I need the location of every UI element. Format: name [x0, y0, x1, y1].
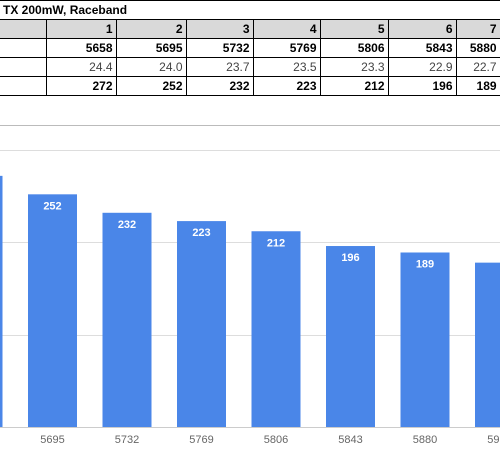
- bar[interactable]: [177, 221, 226, 427]
- frequency-cell[interactable]: 5658: [45, 38, 117, 58]
- frequency-cell[interactable]: 5806: [319, 38, 389, 58]
- mw-cell[interactable]: 223: [252, 76, 321, 96]
- data-sheet: TX 200mW, Raceband 1 2 3 4 5 6 7 5658 56…: [0, 0, 500, 96]
- frequency-cell[interactable]: 5769: [252, 38, 321, 58]
- x-tick-label: 5917: [487, 434, 500, 446]
- row-label-cell[interactable]: [0, 38, 47, 58]
- mw-cell[interactable]: 252: [115, 76, 187, 96]
- mw-cell[interactable]: 189: [455, 76, 500, 96]
- x-axis-tick-labels: 56585695573257695806584358805917: [40, 434, 500, 446]
- bar[interactable]: [326, 246, 375, 427]
- x-tick-label: 5806: [264, 434, 288, 446]
- mw-cell[interactable]: 196: [387, 76, 457, 96]
- sheet-title-row: TX 200mW, Raceband: [0, 0, 500, 20]
- dbm-cell[interactable]: 23.5: [252, 57, 321, 77]
- mw-cell[interactable]: 272: [45, 76, 117, 96]
- mw-cell[interactable]: 212: [319, 76, 389, 96]
- channel-cell[interactable]: 2: [115, 19, 187, 39]
- data-label: 212: [267, 237, 285, 249]
- dbm-cell[interactable]: 24.4: [45, 57, 117, 77]
- x-tick-label: 5732: [115, 434, 139, 446]
- dbm-cell[interactable]: 22.7: [455, 57, 500, 77]
- data-label: 196: [341, 252, 359, 264]
- channel-cell[interactable]: 7: [455, 19, 500, 39]
- channel-cell[interactable]: 3: [185, 19, 254, 39]
- bar[interactable]: [475, 262, 500, 427]
- sheet-title[interactable]: TX 200mW, Raceband: [0, 0, 500, 20]
- frequency-cell[interactable]: 5880: [455, 38, 500, 58]
- dbm-row: 24.4 24.0 23.7 23.5 23.3 22.9 22.7: [0, 57, 500, 77]
- data-label: 252: [43, 200, 61, 212]
- bar[interactable]: [251, 231, 301, 427]
- row-label-cell[interactable]: [0, 76, 47, 96]
- bar[interactable]: [0, 175, 3, 427]
- frequency-cell[interactable]: 5843: [387, 38, 457, 58]
- bar[interactable]: [102, 212, 152, 427]
- bars: [0, 175, 500, 427]
- x-tick-label: 5695: [40, 434, 64, 446]
- dbm-cell[interactable]: 24.0: [115, 57, 187, 77]
- channel-cell[interactable]: 1: [45, 19, 117, 39]
- x-tick-label: 5880: [413, 434, 437, 446]
- channel-cell[interactable]: 6: [387, 19, 457, 39]
- gridlines: [0, 150, 500, 428]
- dbm-cell[interactable]: 23.3: [319, 57, 389, 77]
- data-label: 223: [192, 227, 210, 239]
- channel-header-row: 1 2 3 4 5 6 7: [0, 19, 500, 39]
- data-label: 232: [118, 219, 136, 231]
- frequency-row: 5658 5695 5732 5769 5806 5843 5880: [0, 38, 500, 58]
- frequency-cell[interactable]: 5695: [115, 38, 187, 58]
- dbm-cell[interactable]: 23.7: [185, 57, 254, 77]
- bar[interactable]: [28, 194, 77, 427]
- row-label-cell[interactable]: [0, 19, 47, 39]
- mw-cell[interactable]: 232: [185, 76, 254, 96]
- bar[interactable]: [400, 252, 450, 427]
- dbm-cell[interactable]: 22.9: [387, 57, 457, 77]
- channel-cell[interactable]: 4: [252, 19, 321, 39]
- row-label-cell[interactable]: [0, 57, 47, 77]
- data-label: 189: [416, 258, 434, 270]
- x-tick-label: 5769: [189, 434, 213, 446]
- channel-cell[interactable]: 5: [319, 19, 389, 39]
- x-tick-label: 5843: [338, 434, 362, 446]
- frequency-cell[interactable]: 5732: [185, 38, 254, 58]
- mw-row: 272 252 232 223 212 196 189: [0, 76, 500, 96]
